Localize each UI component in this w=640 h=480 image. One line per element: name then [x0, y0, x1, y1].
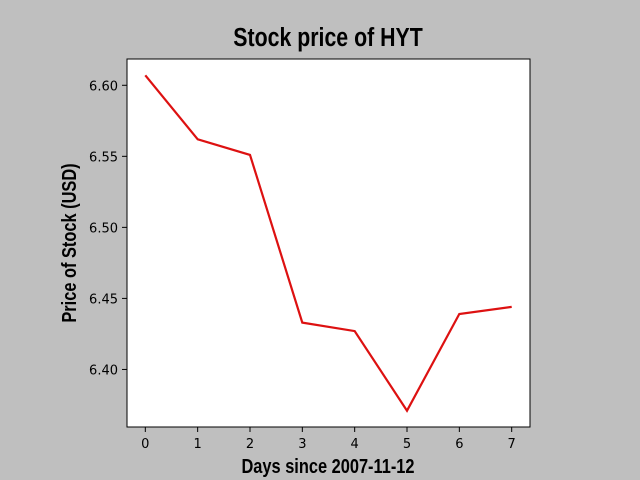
x-tick-label: 4 — [351, 437, 359, 452]
x-tick-label: 6 — [455, 437, 463, 452]
y-tick-label: 6.45 — [89, 292, 118, 307]
x-tick-label: 3 — [298, 437, 306, 452]
x-axis-label: Days since 2007-11-12 — [241, 454, 414, 477]
x-axis-ticks: 0 1 2 3 4 5 6 7 — [141, 427, 516, 452]
series-line — [144, 74, 512, 413]
y-tick-label: 6.60 — [89, 79, 118, 94]
series-lines — [144, 74, 512, 413]
plot-area — [126, 58, 531, 428]
x-tick-label: 0 — [141, 437, 149, 452]
y-tick-label: 6.55 — [89, 150, 118, 165]
x-tick-label: 5 — [403, 437, 411, 452]
y-axis-ticks: 6.40 6.45 6.50 6.55 6.60 — [89, 79, 127, 378]
y-tick-label: 6.40 — [89, 363, 118, 378]
y-axis-label: Price of Stock (USD) — [57, 163, 80, 322]
chart-title: Stock price of HYT — [233, 23, 423, 53]
x-tick-label: 7 — [508, 437, 516, 452]
y-tick-label: 6.50 — [89, 221, 118, 236]
x-tick-label: 1 — [194, 437, 202, 452]
x-tick-label: 2 — [246, 437, 254, 452]
